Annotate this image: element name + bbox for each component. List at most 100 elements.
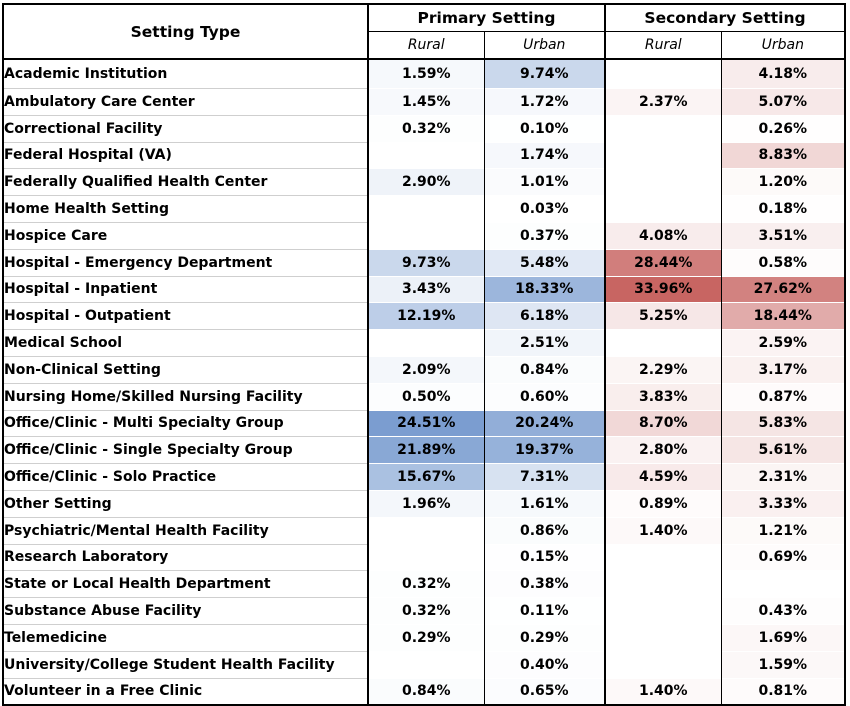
value-cell: 0.89% bbox=[605, 489, 722, 518]
value-cell: 1.21% bbox=[721, 516, 847, 545]
value-cell: 0.50% bbox=[367, 382, 485, 411]
value-cell: 2.37% bbox=[605, 88, 722, 116]
value-cell: 5.48% bbox=[484, 248, 607, 277]
table-row: Academic Institution 1.59% 9.74% 4.18% bbox=[2, 58, 847, 89]
value-cell: 8.83% bbox=[721, 141, 847, 169]
value-cell: 9.74% bbox=[484, 58, 607, 89]
row-label: Volunteer in a Free Clinic bbox=[2, 677, 369, 706]
table-row: Psychiatric/Mental Health Facility 0.86% 1… bbox=[2, 516, 847, 545]
value-cell bbox=[605, 597, 722, 625]
table-row: Ambulatory Care Center 1.45% 1.72% 2.37% 5.0… bbox=[2, 88, 847, 116]
value-cell: 1.40% bbox=[605, 677, 722, 706]
value-cell: 0.60% bbox=[484, 382, 607, 411]
value-cell: 0.11% bbox=[484, 597, 607, 625]
table-row: Office/Clinic - Solo Practice 15.67% 7.31%… bbox=[2, 463, 847, 491]
table-row: Substance Abuse Facility 0.32% 0.11% 0.43% bbox=[2, 597, 847, 625]
value-cell bbox=[367, 141, 485, 169]
value-cell bbox=[721, 570, 847, 598]
value-cell: 5.83% bbox=[721, 409, 847, 437]
table-row: Other Setting 1.96% 1.61% 0.89% 3.33% bbox=[2, 489, 847, 518]
value-cell: 2.80% bbox=[605, 436, 722, 464]
value-cell: 9.73% bbox=[367, 248, 485, 277]
value-cell: 0.15% bbox=[484, 543, 607, 571]
value-cell: 2.90% bbox=[367, 168, 485, 196]
secondary-setting-header: Secondary Setting bbox=[604, 3, 847, 32]
setting-type-table: Setting Type Primary Setting Secondary S… bbox=[2, 3, 847, 706]
value-cell bbox=[605, 58, 722, 89]
table-row: Volunteer in a Free Clinic 0.84% 0.65% 1.40… bbox=[2, 677, 847, 706]
value-cell bbox=[605, 114, 722, 143]
row-label: Substance Abuse Facility bbox=[2, 597, 369, 625]
value-cell: 0.38% bbox=[484, 570, 607, 598]
value-cell: 27.62% bbox=[721, 275, 847, 303]
value-cell: 3.33% bbox=[721, 489, 847, 518]
table-row: Hospital - Inpatient 3.43% 18.33% 33.96% 27.… bbox=[2, 275, 847, 303]
value-cell: 21.89% bbox=[367, 436, 485, 464]
row-label: Office/Clinic - Multi Specialty Group bbox=[2, 409, 369, 437]
value-cell: 1.20% bbox=[721, 168, 847, 196]
value-cell: 5.07% bbox=[721, 88, 847, 116]
value-cell: 0.58% bbox=[721, 248, 847, 277]
row-label: Federally Qualified Health Center bbox=[2, 168, 369, 196]
value-cell bbox=[605, 650, 722, 679]
value-cell: 1.59% bbox=[367, 58, 485, 89]
value-cell: 1.69% bbox=[721, 623, 847, 652]
value-cell: 0.84% bbox=[367, 677, 485, 706]
secondary-rural-header: Rural bbox=[605, 31, 722, 60]
value-cell: 0.32% bbox=[367, 570, 485, 598]
value-cell: 5.25% bbox=[605, 302, 722, 330]
value-cell: 20.24% bbox=[484, 409, 607, 437]
value-cell bbox=[367, 221, 485, 250]
row-label: Academic Institution bbox=[2, 59, 369, 89]
value-cell: 18.44% bbox=[721, 302, 847, 330]
row-label: Federal Hospital (VA) bbox=[2, 141, 369, 169]
value-cell: 3.43% bbox=[367, 275, 485, 303]
table-row: Hospice Care 0.37% 4.08% 3.51% bbox=[2, 221, 847, 250]
value-cell: 6.18% bbox=[484, 302, 607, 330]
row-label: State or Local Health Department bbox=[2, 570, 369, 598]
table-row: Medical School 2.51% 2.59% bbox=[2, 329, 847, 357]
value-cell: 8.70% bbox=[605, 409, 722, 437]
table-row: Correctional Facility 0.32% 0.10% 0.26% bbox=[2, 114, 847, 143]
table-row: State or Local Health Department 0.32% 0.3… bbox=[2, 570, 847, 598]
value-cell: 7.31% bbox=[484, 463, 607, 491]
value-cell: 0.26% bbox=[721, 114, 847, 143]
value-cell bbox=[605, 168, 722, 196]
value-cell: 2.51% bbox=[484, 329, 607, 357]
value-cell: 1.59% bbox=[721, 650, 847, 679]
row-label: Hospice Care bbox=[2, 221, 369, 250]
value-cell: 0.32% bbox=[367, 114, 485, 143]
value-cell: 0.32% bbox=[367, 597, 485, 625]
value-cell bbox=[605, 623, 722, 652]
table-row: Hospital - Emergency Department 9.73% 5.48… bbox=[2, 248, 847, 277]
value-cell: 0.84% bbox=[484, 355, 607, 384]
value-cell bbox=[605, 329, 722, 357]
value-cell: 1.01% bbox=[484, 168, 607, 196]
row-label: Nursing Home/Skilled Nursing Facility bbox=[2, 382, 369, 411]
value-cell: 0.43% bbox=[721, 597, 847, 625]
value-cell: 1.40% bbox=[605, 516, 722, 545]
value-cell: 15.67% bbox=[367, 463, 485, 491]
value-cell: 24.51% bbox=[367, 409, 485, 437]
value-cell: 3.17% bbox=[721, 355, 847, 384]
table-row: Research Laboratory 0.15% 0.69% bbox=[2, 543, 847, 571]
table-row: Office/Clinic - Multi Specialty Group 24.… bbox=[2, 409, 847, 437]
value-cell: 4.59% bbox=[605, 463, 722, 491]
primary-setting-header: Primary Setting bbox=[366, 3, 607, 32]
table-row: Non-Clinical Setting 2.09% 0.84% 2.29% 3.17% bbox=[2, 355, 847, 384]
value-cell: 0.03% bbox=[484, 195, 607, 223]
value-cell: 0.29% bbox=[367, 623, 485, 652]
row-label: Hospital - Outpatient bbox=[2, 302, 369, 330]
table-row: Federally Qualified Health Center 2.90% 1.… bbox=[2, 168, 847, 196]
value-cell: 2.29% bbox=[605, 355, 722, 384]
value-cell: 1.45% bbox=[367, 88, 485, 116]
row-label: Research Laboratory bbox=[2, 543, 369, 571]
value-cell: 2.09% bbox=[367, 355, 485, 384]
table-body: Academic Institution 1.59% 9.74% 4.18% Ambul… bbox=[2, 58, 847, 706]
row-label: Office/Clinic - Solo Practice bbox=[2, 463, 369, 491]
value-cell: 1.61% bbox=[484, 489, 607, 518]
value-cell: 0.87% bbox=[721, 382, 847, 411]
row-label: University/College Student Health Facili… bbox=[2, 650, 369, 679]
value-cell: 19.37% bbox=[484, 436, 607, 464]
row-label: Telemedicine bbox=[2, 623, 369, 652]
